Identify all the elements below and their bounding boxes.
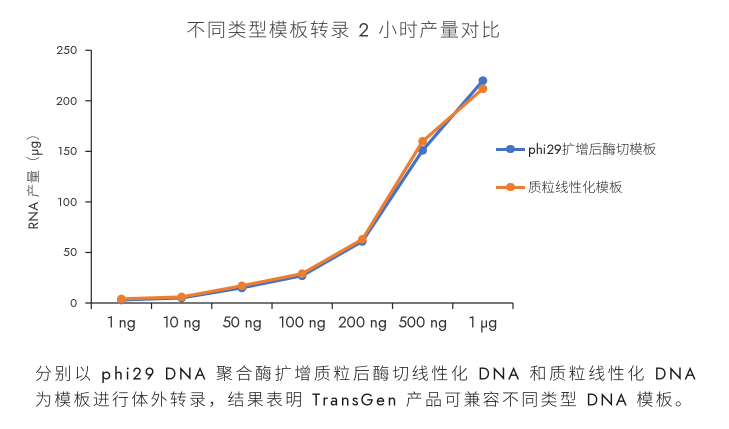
y-tick-label: 250: [56, 41, 78, 60]
legend-marker-icon: [506, 144, 515, 154]
series-1-marker: [478, 84, 488, 94]
series-0-marker: [478, 76, 488, 86]
series-line-0: [119, 79, 485, 302]
legend-swatch-phi29-template: [496, 144, 525, 154]
legend-swatch-plasmid-template: [496, 182, 525, 192]
y-tick-label: 200: [56, 91, 78, 110]
series-line-1: [119, 87, 485, 301]
chart-title: 不同类型模板转录 2 小时产量对比: [186, 17, 502, 45]
caption-line-2: 为模板进行体外转录，结果表明 TransGen 产品可兼容不同类型 DNA 模板…: [35, 388, 695, 412]
x-tick-label: 1 μg: [468, 309, 498, 333]
y-tick-label: 100: [57, 192, 78, 211]
legend-marker-icon: [506, 182, 515, 192]
series-1-marker: [117, 294, 126, 304]
legend-label: 质粒线性化模板: [528, 179, 623, 198]
series-1-marker: [177, 292, 187, 302]
series-1-marker: [297, 269, 307, 279]
series-1-marker: [237, 281, 247, 291]
x-tick-label: 10 ng: [162, 309, 201, 333]
legend-entry-plasmid-template: 质粒线性化模板: [496, 176, 623, 198]
series-0-marker: [418, 145, 428, 155]
caption-line-1: 分别以 phi29 DNA 聚合酶扩增质粒后酶切线性化 DNA 和质粒线性化 D…: [35, 362, 699, 386]
y-tick-label: 50: [63, 243, 78, 262]
x-tick-label: 500 ng: [398, 309, 448, 333]
x-tick-label: 200 ng: [337, 309, 387, 333]
y-tick-label: 150: [57, 142, 78, 161]
series-1-marker: [357, 234, 367, 244]
legend-entry-phi29-template: phi29扩增后酶切模板: [496, 138, 656, 160]
legend-label: phi29扩增后酶切模板: [528, 141, 657, 160]
x-tick-label: 50 ng: [222, 309, 262, 333]
x-tick-label: 1 ng: [107, 309, 136, 333]
series-1-marker: [418, 136, 428, 146]
x-tick-label: 100 ng: [278, 309, 326, 333]
y-tick-label: 0: [70, 294, 78, 312]
